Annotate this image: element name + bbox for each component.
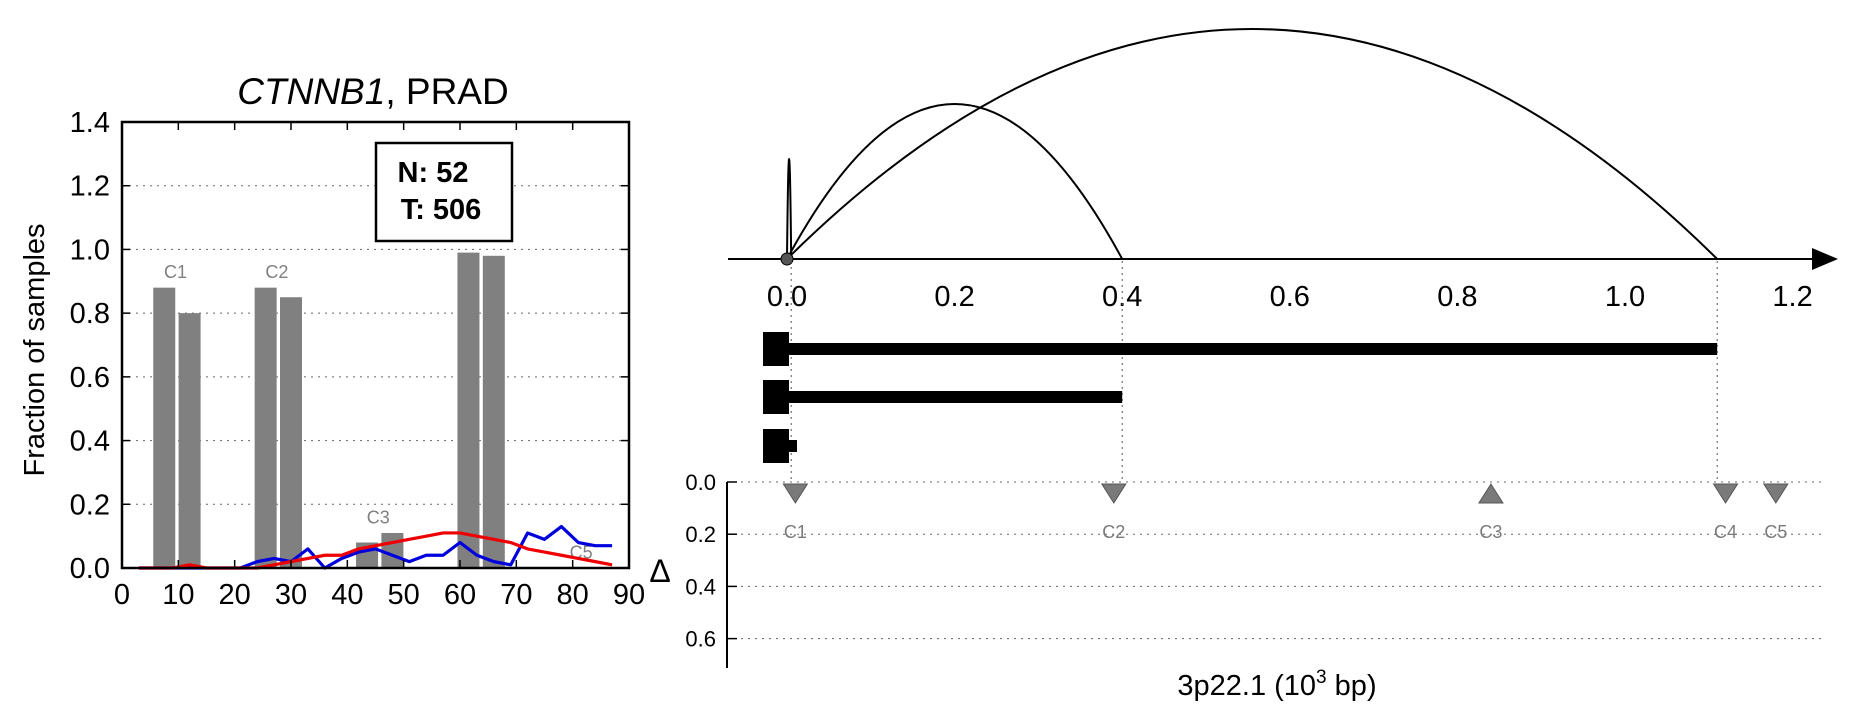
marker-label: C3 (1479, 522, 1502, 542)
bar (457, 252, 480, 568)
x-tick-label: 1.2 (1772, 281, 1812, 313)
left-plot-frame (120, 120, 631, 570)
y-tick-label: 1.4 (70, 107, 110, 139)
y-tick-label: 1.0 (70, 234, 110, 266)
marker-label: C1 (784, 522, 807, 542)
dotted-reference-lines (790, 261, 1718, 482)
xlabel-superscript: 3 (1316, 667, 1327, 688)
bar (482, 255, 505, 569)
y-tick-label: 0.6 (70, 362, 110, 394)
bar-label: C2 (265, 262, 288, 282)
tracks (763, 332, 1718, 463)
x-tick-label: 40 (331, 579, 363, 611)
delta-gridlines (727, 481, 1825, 640)
x-tick-label: 1.0 (1605, 281, 1645, 313)
delta-label: Δ (649, 553, 670, 589)
left-x-ticks: 0 10 20 30 40 50 60 70 80 90 (114, 122, 645, 611)
delta-y-tick-label: 0.4 (685, 574, 716, 599)
x-tick-label: 0 (114, 579, 130, 611)
y-tick-label: 0.4 (70, 426, 110, 458)
delta-y-tick-label: 0.0 (685, 470, 716, 495)
x-tick-label: 70 (500, 579, 532, 611)
y-tick-label: 0.8 (70, 298, 110, 330)
marker-triangle (1478, 483, 1504, 504)
bar (381, 532, 404, 568)
y-tick-label: 0.0 (70, 553, 110, 585)
origin-dot (780, 252, 794, 266)
right-x-axis-label: 3p22.1 (103 bp) (1177, 667, 1376, 702)
legend-box: N: 52 T: 506 (374, 141, 514, 243)
axis-arrow-icon (1812, 248, 1838, 270)
x-tick-label: 20 (219, 579, 251, 611)
xlabel-main: 3p22.1 (10 (1177, 670, 1316, 702)
y-axis-label: Fraction of samples (19, 223, 51, 476)
track-bar (789, 391, 1123, 403)
x-tick-label: 80 (557, 579, 589, 611)
x-tick-label: 0.6 (1270, 281, 1310, 313)
marker-label: C4 (1714, 522, 1737, 542)
y-tick-label: 1.2 (70, 171, 110, 203)
bar (178, 313, 201, 568)
x-tick-label: 50 (388, 579, 420, 611)
bar (254, 287, 277, 568)
bar (280, 297, 302, 568)
track-block (763, 380, 789, 414)
left-chart-title: CTNNB1, PRAD (237, 71, 508, 112)
x-tick-label: 30 (275, 579, 307, 611)
x-tick-label: 90 (613, 579, 645, 611)
x-tick-label: 60 (444, 579, 476, 611)
x-tick-label: 10 (162, 579, 194, 611)
legend-normal-count: N: 52 (398, 157, 469, 189)
x-tick-label: 0.0 (767, 281, 807, 313)
marker-triangle (1762, 483, 1789, 504)
title-gene: CTNNB1 (237, 71, 385, 112)
x-tick-label: 0.2 (934, 281, 974, 313)
left-chart: CTNNB1, PRAD Fraction of samples C1 C2 C3 C… (19, 71, 645, 611)
markers: C1 C2 C3 C4 C5 (782, 483, 1789, 542)
y-tick-label: 0.2 (70, 489, 110, 521)
arc (786, 28, 1718, 260)
delta-y-tick-label: 0.6 (685, 627, 716, 652)
bar (153, 287, 176, 568)
title-rest: , PRAD (385, 71, 508, 112)
marker-label: C5 (1764, 522, 1787, 542)
x-tick-label: 0.8 (1437, 281, 1477, 313)
right-x-ticks: 0.0 0.2 0.4 0.6 0.8 1.0 1.2 (767, 281, 1813, 313)
delta-y-tick-label: 0.2 (685, 522, 716, 547)
left-y-ticks: 0.0 0.2 0.4 0.6 0.8 1.0 1.2 1.4 (70, 107, 629, 585)
right-chart: 0.0 0.2 0.4 0.6 0.8 1.0 1.2 0.00.20.40.6 Δ C1 C… (649, 28, 1838, 702)
legend-frame (374, 141, 514, 243)
marker-triangle (782, 483, 809, 504)
bar-label: C3 (367, 507, 390, 527)
arc (786, 103, 1124, 260)
track-block (763, 332, 789, 366)
arc (786, 158, 793, 260)
delta-y-ticks: 0.0 0.2 0.4 0.6 (685, 470, 737, 652)
arcs (786, 28, 1718, 260)
track-block (763, 429, 789, 463)
bar-label: C1 (164, 262, 187, 282)
marker-triangle (1100, 483, 1127, 504)
left-bars (153, 252, 505, 569)
marker-triangle (1712, 483, 1739, 504)
marker-label: C2 (1102, 522, 1125, 542)
track-bar (789, 440, 797, 452)
legend-tumor-count: T: 506 (401, 194, 482, 226)
xlabel-end: bp) (1327, 670, 1377, 702)
track-bar (789, 343, 1718, 355)
